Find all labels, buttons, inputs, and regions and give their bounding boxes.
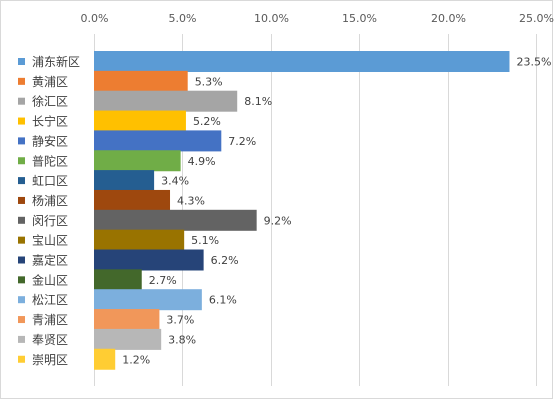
bar — [94, 150, 181, 172]
legend-swatch — [18, 236, 25, 244]
legend-label: 徐汇区 — [32, 94, 68, 109]
legend-swatch — [18, 256, 25, 264]
bar — [94, 51, 510, 72]
data-label: 3.8% — [168, 333, 196, 346]
data-label: 3.4% — [161, 175, 189, 188]
legend-swatch — [18, 177, 25, 185]
data-label: 23.5% — [516, 56, 551, 69]
x-axis-ticks: 0.0% 5.0% 10.0% 15.0% 20.0% 25.0% — [81, 12, 554, 25]
legend-label: 杨浦区 — [32, 193, 68, 208]
bar — [94, 170, 155, 192]
legend-swatch — [18, 216, 25, 224]
legend-swatch — [18, 296, 25, 304]
data-label: 7.2% — [228, 135, 256, 148]
legend-swatch — [18, 97, 25, 105]
legend-swatch — [18, 77, 25, 85]
legend-label: 黄浦区 — [32, 75, 68, 89]
bars — [94, 51, 510, 370]
x-tick-label: 5.0% — [169, 12, 197, 25]
data-label: 1.2% — [122, 353, 150, 366]
bar — [94, 110, 186, 132]
bar — [94, 229, 185, 251]
legend-swatch — [18, 355, 25, 363]
legend-label: 崇明区 — [32, 353, 68, 367]
data-label: 6.1% — [209, 294, 237, 307]
bar — [94, 209, 257, 231]
legend-swatch — [18, 117, 25, 125]
legend-label: 松江区 — [32, 293, 68, 307]
legend-swatch — [18, 58, 25, 65]
legend-swatch — [18, 196, 25, 204]
data-labels: 23.5% 5.3% 8.1% 5.2% 7.2% 4.9% 3.4% 4.3% 9.2% 5.1… — [122, 56, 551, 367]
legend: 浦东新区黄浦区徐汇区长宁区静安区普陀区虹口区杨浦区闵行区宝山区嘉定区金山区松江区… — [18, 54, 80, 367]
x-tick-label: 20.0% — [431, 12, 466, 25]
x-tick-label: 15.0% — [342, 12, 377, 25]
x-tick-label: 10.0% — [254, 12, 289, 25]
legend-label: 青浦区 — [32, 313, 68, 327]
legend-label: 静安区 — [32, 133, 68, 148]
data-label: 5.1% — [191, 234, 219, 247]
bar — [94, 289, 202, 311]
bar — [94, 309, 160, 331]
bar — [94, 269, 142, 291]
data-label: 4.3% — [177, 194, 205, 207]
legend-label: 金山区 — [32, 272, 68, 287]
data-label: 3.7% — [166, 314, 194, 327]
bar — [94, 189, 171, 211]
legend-label: 长宁区 — [32, 114, 68, 129]
data-label: 2.7% — [149, 274, 177, 287]
legend-label: 奉贤区 — [32, 333, 68, 347]
x-tick-label: 0.0% — [81, 12, 109, 25]
data-label: 8.1% — [244, 95, 272, 108]
legend-swatch — [18, 276, 25, 284]
legend-swatch — [18, 316, 25, 324]
legend-label: 宝山区 — [32, 234, 68, 248]
legend-label: 虹口区 — [32, 174, 68, 188]
legend-swatch — [18, 157, 25, 165]
bar — [94, 90, 238, 112]
data-label: 5.3% — [195, 75, 223, 88]
data-label: 6.2% — [211, 254, 239, 267]
x-tick-label: 25.0% — [519, 12, 554, 25]
bar — [94, 348, 116, 370]
legend-label: 闵行区 — [32, 213, 68, 228]
legend-label: 浦东新区 — [32, 54, 80, 69]
legend-swatch — [18, 335, 25, 343]
legend-swatch — [18, 137, 25, 145]
legend-label: 嘉定区 — [32, 253, 68, 268]
bar — [94, 130, 222, 152]
bar — [94, 70, 188, 92]
data-label: 4.9% — [188, 155, 216, 168]
bar — [94, 328, 162, 350]
data-label: 5.2% — [193, 115, 221, 128]
legend-label: 普陀区 — [32, 153, 68, 168]
data-label: 9.2% — [264, 214, 292, 227]
bar — [94, 249, 204, 271]
